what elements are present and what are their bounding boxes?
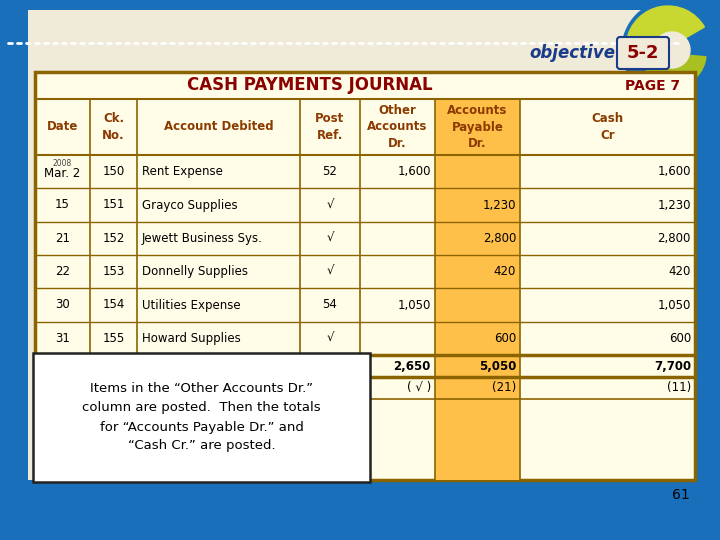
Bar xyxy=(33,353,370,482)
Text: 150: 150 xyxy=(102,165,125,178)
Bar xyxy=(35,72,695,480)
Text: 2008: 2008 xyxy=(53,159,72,168)
Text: Grayco Supplies: Grayco Supplies xyxy=(142,199,238,212)
Text: 1,600: 1,600 xyxy=(657,165,691,178)
Text: CASH PAYMENTS JOURNAL: CASH PAYMENTS JOURNAL xyxy=(187,77,433,94)
Text: 152: 152 xyxy=(102,232,125,245)
Text: Jewett Business Sys.: Jewett Business Sys. xyxy=(142,232,263,245)
Text: 1,050: 1,050 xyxy=(397,299,431,312)
Text: 2,800: 2,800 xyxy=(482,232,516,245)
Text: 1,600: 1,600 xyxy=(397,165,431,178)
Text: 1,050: 1,050 xyxy=(657,299,691,312)
Text: 151: 151 xyxy=(102,199,125,212)
Text: Mar. 2: Mar. 2 xyxy=(45,167,81,180)
Text: 2,650: 2,650 xyxy=(394,360,431,373)
Circle shape xyxy=(654,32,690,68)
Text: Other
Accounts
Dr.: Other Accounts Dr. xyxy=(367,104,428,150)
Text: 420: 420 xyxy=(494,265,516,278)
FancyBboxPatch shape xyxy=(617,37,669,69)
Text: 5,050: 5,050 xyxy=(479,360,516,373)
Text: ( √ ): ( √ ) xyxy=(407,381,431,395)
Text: 2,800: 2,800 xyxy=(657,232,691,245)
Text: 21: 21 xyxy=(55,232,70,245)
Circle shape xyxy=(622,0,720,100)
Text: √: √ xyxy=(326,332,334,345)
Text: Accounts
Payable
Dr.: Accounts Payable Dr. xyxy=(447,104,508,150)
Text: √: √ xyxy=(326,232,334,245)
Text: 153: 153 xyxy=(102,265,125,278)
Wedge shape xyxy=(626,6,704,48)
Text: 1,230: 1,230 xyxy=(657,199,691,212)
Text: PAGE 7: PAGE 7 xyxy=(625,78,680,92)
Text: objective: objective xyxy=(529,44,615,62)
Text: Post
Ref.: Post Ref. xyxy=(315,112,345,141)
Wedge shape xyxy=(644,54,706,86)
Text: (21): (21) xyxy=(492,381,516,395)
Text: (11): (11) xyxy=(667,381,691,395)
Text: √: √ xyxy=(326,265,334,278)
Text: Howard Supplies: Howard Supplies xyxy=(142,332,240,345)
Text: 600: 600 xyxy=(494,332,516,345)
Text: 154: 154 xyxy=(102,299,125,312)
Text: Account Debited: Account Debited xyxy=(163,120,274,133)
Text: 61: 61 xyxy=(672,488,690,502)
Text: Rent Expense: Rent Expense xyxy=(142,165,223,178)
Text: 1,230: 1,230 xyxy=(482,199,516,212)
Text: 7,700: 7,700 xyxy=(654,360,691,373)
Text: 30: 30 xyxy=(55,299,70,312)
Text: √: √ xyxy=(326,199,334,212)
Text: 420: 420 xyxy=(669,265,691,278)
Text: 54: 54 xyxy=(323,299,338,312)
Text: 155: 155 xyxy=(102,332,125,345)
Text: 15: 15 xyxy=(55,199,70,212)
Text: Utilities Expense: Utilities Expense xyxy=(142,299,240,312)
Text: 5-2: 5-2 xyxy=(626,44,660,62)
Text: Ck.
No.: Ck. No. xyxy=(102,112,125,141)
Text: Donnelly Supplies: Donnelly Supplies xyxy=(142,265,248,278)
Text: 52: 52 xyxy=(323,165,338,178)
Text: Date: Date xyxy=(47,120,78,133)
Text: Cash
Cr: Cash Cr xyxy=(591,112,624,141)
Bar xyxy=(28,10,692,480)
Text: 31: 31 xyxy=(55,332,70,345)
Text: 600: 600 xyxy=(669,332,691,345)
Text: 22: 22 xyxy=(55,265,70,278)
Bar xyxy=(435,99,520,480)
Text: Items in the “Other Accounts Dr.”
column are posted.  Then the totals
for “Accou: Items in the “Other Accounts Dr.” column… xyxy=(82,382,321,453)
